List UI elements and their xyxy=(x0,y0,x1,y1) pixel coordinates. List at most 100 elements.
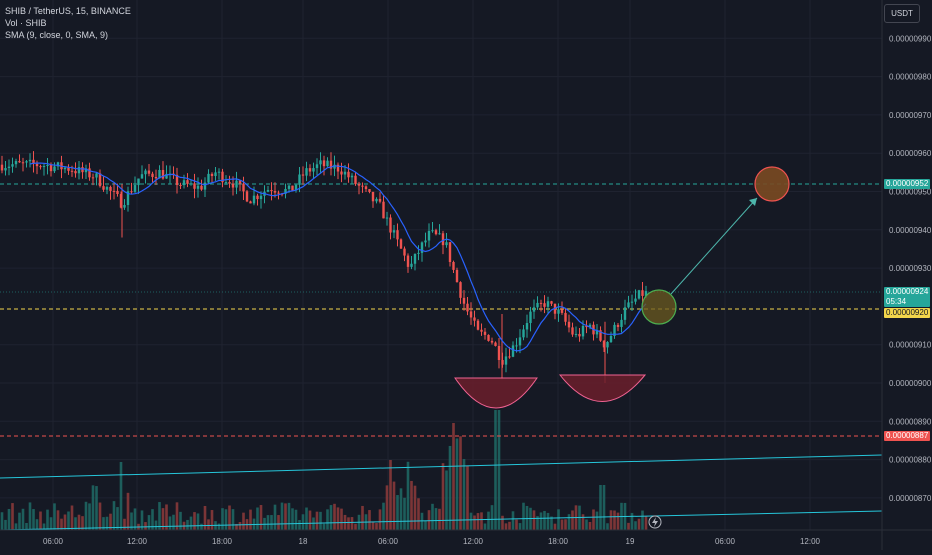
volume-bar xyxy=(368,510,371,530)
volume-bar xyxy=(630,512,634,530)
volume-bar xyxy=(455,438,459,530)
volume-bar xyxy=(235,523,238,530)
candle-body xyxy=(413,253,417,264)
volume-bar xyxy=(340,508,343,530)
price-tick-label: 0.00000910 xyxy=(889,341,932,350)
volume-bar xyxy=(322,523,326,530)
volume-bar xyxy=(560,519,564,530)
volume-bar xyxy=(329,505,333,530)
volume-bar xyxy=(459,436,462,530)
volume-bar xyxy=(25,522,28,530)
candle-body xyxy=(245,191,249,202)
volume-bar xyxy=(347,517,350,530)
candle-body xyxy=(389,217,392,233)
candle-body xyxy=(259,195,263,200)
volume-bar xyxy=(242,512,245,530)
currency-button[interactable]: USDT xyxy=(884,4,920,23)
candle-body xyxy=(231,183,235,188)
candle-body xyxy=(364,186,368,190)
upper-trendline xyxy=(0,454,883,479)
drawings[interactable] xyxy=(454,166,790,529)
volume-bar xyxy=(70,505,74,530)
candle-body xyxy=(70,170,74,172)
candle-body xyxy=(77,167,81,174)
volume-bar xyxy=(32,509,35,530)
time-axis[interactable]: 06:00 12:00 18:00 18 06:00 12:00 18:00 19 06:00 1… xyxy=(0,529,932,546)
candle-body xyxy=(315,164,319,169)
candle-body xyxy=(613,324,616,336)
volume-bar xyxy=(375,523,378,530)
volume-bar xyxy=(371,521,375,530)
entry-circle xyxy=(641,289,677,325)
candle-body xyxy=(578,333,581,337)
volume-bar xyxy=(522,502,525,530)
volume-bar xyxy=(378,509,382,530)
candle-body xyxy=(14,161,18,165)
volume-bar xyxy=(130,512,133,530)
volume-bar xyxy=(186,519,189,530)
volume-bar xyxy=(42,523,46,530)
candle-body xyxy=(483,331,487,335)
volume-bar xyxy=(18,512,21,530)
candle-body xyxy=(340,171,343,175)
candle-body xyxy=(4,168,7,171)
candle-body xyxy=(133,185,137,192)
candle-body xyxy=(599,330,602,341)
volume-bar xyxy=(63,514,67,530)
candle-body xyxy=(438,233,441,235)
volume-bar xyxy=(462,459,466,530)
candle-body xyxy=(200,185,203,190)
volume-bar xyxy=(550,516,553,530)
candle-body xyxy=(588,324,592,328)
legend-sma[interactable]: SMA (9, close, 0, SMA, 9) xyxy=(5,30,109,40)
legend-volume[interactable]: Vol · SHIB xyxy=(5,18,47,28)
candle-body xyxy=(546,301,550,307)
volume-bar xyxy=(599,485,602,530)
candle-body xyxy=(420,242,424,253)
candle-body xyxy=(196,185,200,189)
candle-body xyxy=(256,195,259,200)
legend-symbol[interactable]: SHIB / TetherUS, 15, BINANCE xyxy=(5,6,131,16)
stop-price-label: 0.00000887 xyxy=(886,431,929,440)
price-tick-label: 0.00000980 xyxy=(889,73,932,82)
candle-body xyxy=(140,174,144,179)
candle-body xyxy=(508,356,511,358)
candle-body xyxy=(53,166,56,172)
candle-body xyxy=(354,175,357,185)
volume-bar xyxy=(518,523,522,530)
candle-body xyxy=(532,307,536,312)
volume-bar xyxy=(7,508,11,530)
candle-body xyxy=(21,162,25,164)
volume-bar xyxy=(413,485,417,530)
candle-body xyxy=(249,201,252,204)
candle-body xyxy=(329,160,333,169)
lower-trendline xyxy=(0,510,883,531)
candle-body xyxy=(606,342,609,348)
candle-body xyxy=(602,340,606,348)
candle-body xyxy=(560,309,564,313)
time-tick-label: 12:00 xyxy=(463,537,484,546)
candle-body xyxy=(235,180,238,188)
volume-bar xyxy=(210,510,214,530)
candle-body xyxy=(182,180,186,186)
volume-bar xyxy=(434,508,438,530)
volume-bar xyxy=(35,519,39,530)
volume-bar xyxy=(592,509,595,530)
candle-body xyxy=(571,327,574,335)
volume-bar xyxy=(480,512,483,530)
volume-bar xyxy=(333,503,336,530)
candle-body xyxy=(487,334,490,341)
candle-body xyxy=(333,164,336,169)
volume-bar xyxy=(417,498,420,530)
volume-bar xyxy=(280,502,284,530)
candle-body xyxy=(616,324,620,327)
candle-body xyxy=(368,189,371,192)
volume-bar xyxy=(616,512,620,530)
volume-bar xyxy=(588,521,592,530)
volume-bar xyxy=(200,523,203,530)
volume-bar xyxy=(403,497,406,530)
price-axis[interactable]: 0.00000990 0.00000980 0.00000970 0.00000960… xyxy=(881,0,932,550)
volume-bar xyxy=(56,510,60,530)
